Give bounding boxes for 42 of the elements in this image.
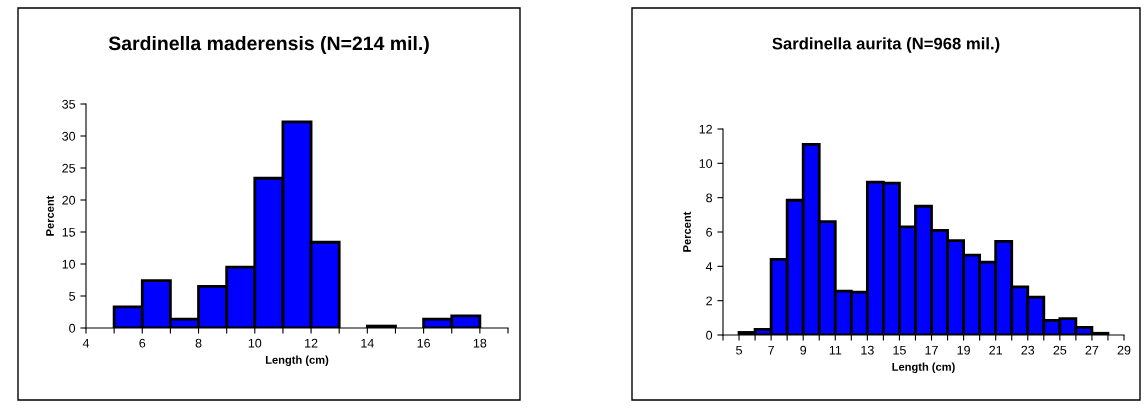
x-axis-title: Length (cm) <box>265 355 329 367</box>
y-tick-label: 0 <box>706 330 713 340</box>
x-tick-label: 7 <box>768 345 774 355</box>
x-tick-label: 6 <box>139 338 146 348</box>
x-tick-label: 29 <box>1117 345 1131 355</box>
y-tick-label: 30 <box>62 131 76 141</box>
y-tick-label: 12 <box>699 124 712 134</box>
x-tick-label: 25 <box>1053 345 1067 355</box>
y-tick-label: 10 <box>699 159 713 168</box>
x-axis-title: Length (cm) <box>892 362 955 374</box>
y-tick-label: 20 <box>62 195 76 205</box>
y-tick-label: 8 <box>706 193 713 203</box>
x-tick-label: 14 <box>361 338 374 348</box>
y-tick-label: 5 <box>69 291 76 301</box>
x-tick-label: 17 <box>925 345 938 355</box>
y-tick-label: 25 <box>62 163 76 173</box>
y-tick-label: 15 <box>62 227 76 237</box>
y-tick-label: 6 <box>706 227 713 237</box>
x-tick-label: 13 <box>861 345 874 355</box>
y-tick-label: 2 <box>706 296 712 306</box>
x-tick-label: 27 <box>1085 345 1099 355</box>
chart-title: Sardinella maderensis (N=214 mil.) <box>108 35 429 55</box>
y-axis-title: Percent <box>46 195 54 236</box>
x-tick-label: 9 <box>800 345 807 355</box>
x-tick-label: 8 <box>195 338 202 348</box>
x-tick-label: 18 <box>473 338 487 348</box>
x-tick-label: 5 <box>736 345 742 355</box>
x-tick-label: 12 <box>305 338 318 348</box>
x-tick-label: 10 <box>248 338 262 348</box>
x-tick-label: 19 <box>957 345 970 355</box>
y-tick-label: 0 <box>69 323 76 333</box>
x-tick-label: 4 <box>82 338 90 348</box>
y-axis-title: Percent <box>683 211 691 252</box>
x-tick-label: 16 <box>417 338 430 348</box>
chart-title: Sardinella aurita (N=968 mil.) <box>772 37 1000 53</box>
x-tick-label: 23 <box>1021 345 1035 355</box>
y-tick-label: 10 <box>62 259 76 269</box>
y-tick-label: 4 <box>705 262 713 271</box>
x-tick-label: 21 <box>989 345 1003 355</box>
x-tick-label: 15 <box>893 345 906 355</box>
x-tick-label: 11 <box>829 345 842 355</box>
y-tick-label: 35 <box>62 99 76 109</box>
